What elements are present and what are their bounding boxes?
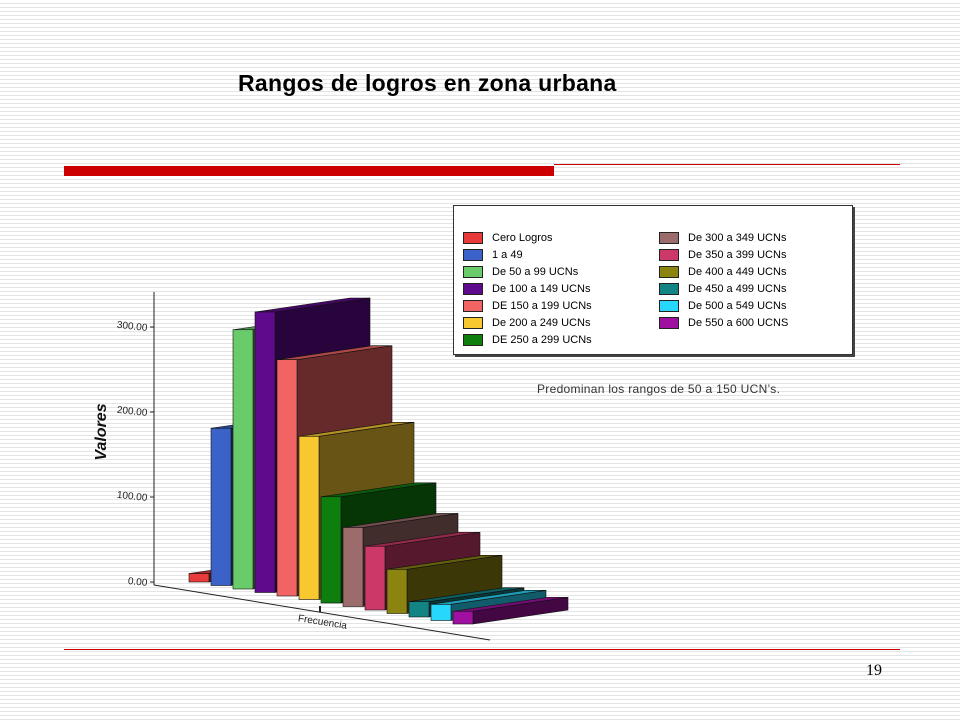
legend-label: De 350 a 399 UCNs <box>688 249 787 261</box>
legend-item: DE 150 a 199 UCNs <box>463 298 592 314</box>
legend-swatch <box>659 266 679 278</box>
x-axis-label: Frecuencia <box>297 613 348 632</box>
bar-front <box>298 435 320 600</box>
bar-front <box>408 601 430 618</box>
legend-item: De 350 a 399 UCNs <box>659 247 786 263</box>
title-accent-bar <box>64 166 554 176</box>
legend-swatch <box>463 317 483 329</box>
y-tick-label: 200.00 <box>116 405 148 419</box>
legend-label: De 100 a 149 UCNs <box>492 283 591 295</box>
legend-label: De 450 a 499 UCNs <box>688 283 787 295</box>
legend-label: DE 150 a 199 UCNs <box>492 300 592 312</box>
legend-label: DE 250 a 299 UCNs <box>492 334 592 346</box>
legend-swatch <box>659 232 679 244</box>
chart-legend: Cero Logros 1 a 49 De 50 a 99 UCNs De 100 a… <box>453 205 853 355</box>
bar-front <box>452 610 474 625</box>
bar-front <box>430 604 452 621</box>
legend-item: De 200 a 249 UCNs <box>463 315 590 331</box>
legend-swatch <box>463 232 483 244</box>
legend-swatch <box>659 300 679 312</box>
bar-front <box>320 496 342 604</box>
legend-label: De 50 a 99 UCNs <box>492 266 579 278</box>
bottom-rule <box>64 649 900 650</box>
page-number: 19 <box>866 662 882 679</box>
legend-item: 1 a 49 <box>463 247 523 263</box>
bar-front <box>188 573 210 583</box>
y-axis-label: Valores <box>93 403 110 460</box>
legend-swatch <box>659 249 679 261</box>
legend-item: De 100 a 149 UCNs <box>463 281 590 297</box>
legend-label: De 300 a 349 UCNs <box>688 232 787 244</box>
legend-item: De 550 a 600 UCNS <box>659 315 788 331</box>
legend-item: DE 250 a 299 UCNs <box>463 332 592 348</box>
legend-item: De 400 a 449 UCNs <box>659 264 786 280</box>
legend-swatch <box>463 266 483 278</box>
chart-note: Predominan los rangos de 50 a 150 UCN’s. <box>537 382 781 396</box>
title-rule <box>554 164 900 165</box>
x-axis-line <box>153 584 491 641</box>
legend-label: Cero Logros <box>492 232 553 244</box>
bar-front <box>364 545 386 611</box>
legend-item: De 50 a 99 UCNs <box>463 264 578 280</box>
bar-front <box>254 311 276 593</box>
legend-label: De 500 a 549 UCNs <box>688 300 787 312</box>
bar-13 <box>452 596 569 625</box>
legend-swatch <box>463 300 483 312</box>
legend-label: De 400 a 449 UCNs <box>688 266 787 278</box>
bar-front <box>210 427 232 586</box>
bar-front <box>386 568 408 614</box>
bar-front <box>232 329 254 590</box>
legend-item: De 500 a 549 UCNs <box>659 298 786 314</box>
legend-swatch <box>659 317 679 329</box>
y-tick-label: 300.00 <box>116 320 148 334</box>
legend-swatch <box>463 283 483 295</box>
legend-label: De 550 a 600 UCNS <box>688 317 789 329</box>
legend-item: Cero Logros <box>463 230 553 246</box>
legend-swatch <box>659 283 679 295</box>
bar-front <box>276 359 298 597</box>
legend-item: De 300 a 349 UCNs <box>659 230 786 246</box>
bar-front <box>342 527 364 607</box>
legend-item: De 450 a 499 UCNs <box>659 281 786 297</box>
legend-swatch <box>463 249 483 261</box>
y-tick-label: 0.00 <box>127 576 148 589</box>
y-tick-label: 100.00 <box>116 490 148 504</box>
legend-label: 1 a 49 <box>492 249 523 261</box>
legend-swatch <box>463 334 483 346</box>
legend-label: De 200 a 249 UCNs <box>492 317 591 329</box>
slide-title: Rangos de logros en zona urbana <box>238 70 617 96</box>
